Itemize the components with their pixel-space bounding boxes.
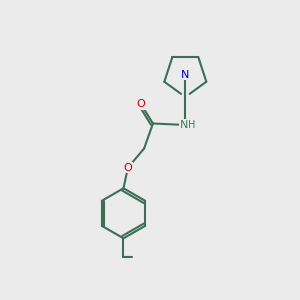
Text: H: H	[188, 120, 196, 130]
Text: N: N	[180, 120, 188, 130]
Text: O: O	[124, 163, 132, 173]
Text: O: O	[137, 99, 146, 110]
Text: N: N	[181, 70, 190, 80]
